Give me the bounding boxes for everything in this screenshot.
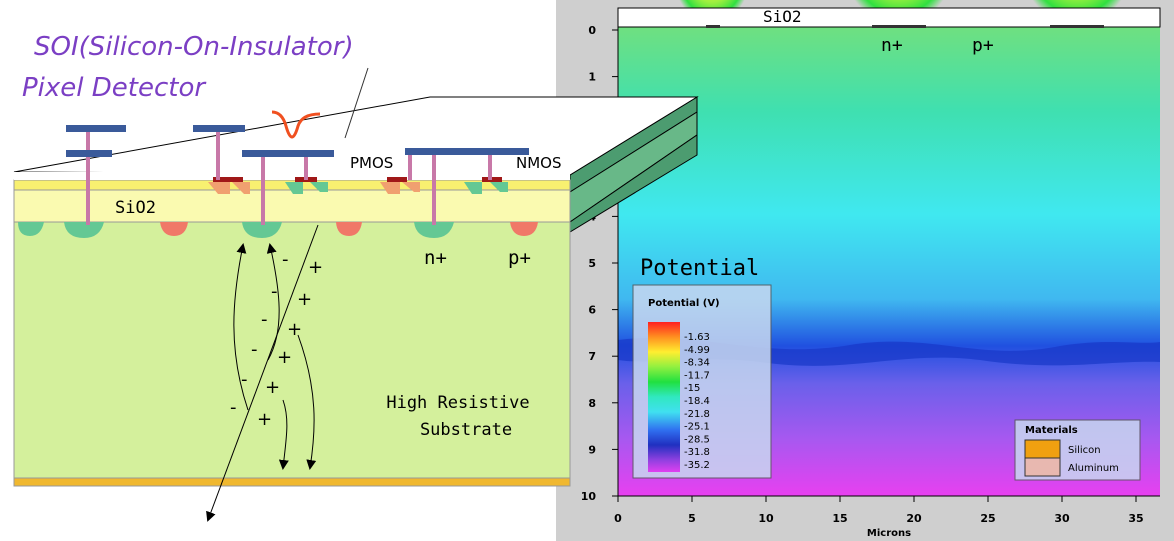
electron: - bbox=[251, 339, 258, 360]
x-tick-label: 15 bbox=[832, 512, 847, 525]
y-tick-label: 7 bbox=[588, 350, 596, 363]
nmos-label: NMOS bbox=[516, 154, 562, 172]
substrate-label: Substrate bbox=[420, 420, 512, 440]
hole: + bbox=[257, 409, 272, 430]
electron: - bbox=[271, 281, 278, 302]
x-tick-label: 25 bbox=[980, 512, 995, 525]
material-label: Aluminum bbox=[1068, 463, 1119, 474]
x-tick-label: 5 bbox=[688, 512, 696, 525]
x-tick-label: 10 bbox=[758, 512, 774, 525]
p-plus-label: p+ bbox=[508, 247, 531, 269]
legend-level: -21.8 bbox=[684, 409, 710, 420]
x-tick-label: 35 bbox=[1128, 512, 1143, 525]
y-tick-label: 10 bbox=[581, 490, 597, 503]
hole: + bbox=[265, 377, 280, 398]
oxide-layer bbox=[618, 8, 1160, 27]
materials-title: Materials bbox=[1025, 425, 1078, 436]
n-plus-label: n+ bbox=[424, 247, 447, 269]
y-tick-label: 6 bbox=[588, 304, 596, 317]
legend-heading: Potential bbox=[640, 256, 759, 281]
y-tick-label: 9 bbox=[588, 443, 596, 456]
contact bbox=[872, 25, 926, 28]
oxide-label: SiO2 bbox=[763, 7, 802, 26]
backplane bbox=[14, 478, 570, 486]
electron: - bbox=[230, 397, 237, 418]
contact bbox=[706, 25, 720, 28]
legend-levels: -1.63 -4.99 -8.34-11.7 -15 -18.4 -21.8 -25.1-2… bbox=[684, 332, 710, 471]
title: Pixel Detector bbox=[22, 73, 207, 103]
legend-level: -4.99 bbox=[684, 345, 710, 356]
legend-level: -15 bbox=[684, 383, 700, 394]
legend-level: -25.1 bbox=[684, 422, 710, 433]
material-label: Silicon bbox=[1068, 445, 1101, 456]
simulation: SiO2 n+ p+ Microns 051015202530350123456… bbox=[556, 0, 1174, 541]
oxide-label: SiO2 bbox=[115, 198, 156, 218]
contact bbox=[1050, 25, 1104, 28]
aluminum-swatch bbox=[1025, 458, 1060, 476]
hole: + bbox=[287, 319, 302, 340]
color-bar bbox=[648, 322, 680, 472]
hole: + bbox=[308, 257, 323, 278]
silicon-swatch bbox=[1025, 440, 1060, 458]
x-tick-label: 20 bbox=[906, 512, 922, 525]
title: SOI(Silicon-On-Insulator) bbox=[34, 32, 354, 62]
gate bbox=[387, 177, 407, 182]
x-tick-label: 0 bbox=[614, 512, 622, 525]
legend-level: -31.8 bbox=[684, 447, 710, 458]
electron: - bbox=[261, 309, 268, 330]
figure: SiO2 n+ p+ Microns 051015202530350123456… bbox=[0, 0, 1174, 541]
pmos-label: PMOS bbox=[350, 154, 393, 172]
legend-title: Potential (V) bbox=[648, 298, 720, 309]
legend-level: -8.34 bbox=[684, 358, 710, 369]
legend-level: -1.63 bbox=[684, 332, 710, 343]
legend-level: -35.2 bbox=[684, 460, 710, 471]
y-tick-label: 0 bbox=[588, 24, 596, 37]
p-plus-label: p+ bbox=[972, 35, 994, 56]
legend-level: -28.5 bbox=[684, 434, 710, 445]
legend-level: -18.4 bbox=[684, 396, 710, 407]
substrate-label: High Resistive bbox=[386, 393, 529, 413]
oxide-layer bbox=[14, 190, 570, 222]
electron: - bbox=[241, 369, 248, 390]
x-axis-label: Microns bbox=[867, 528, 911, 539]
y-tick-label: 5 bbox=[588, 257, 596, 270]
electron: - bbox=[282, 249, 289, 270]
x-tick-label: 30 bbox=[1054, 512, 1070, 525]
n-plus-label: n+ bbox=[881, 35, 903, 56]
y-tick-label: 8 bbox=[588, 397, 596, 410]
legend-level: -11.7 bbox=[684, 370, 710, 381]
hole: + bbox=[297, 289, 312, 310]
hole: + bbox=[277, 347, 292, 368]
y-tick-label: 1 bbox=[588, 71, 596, 84]
